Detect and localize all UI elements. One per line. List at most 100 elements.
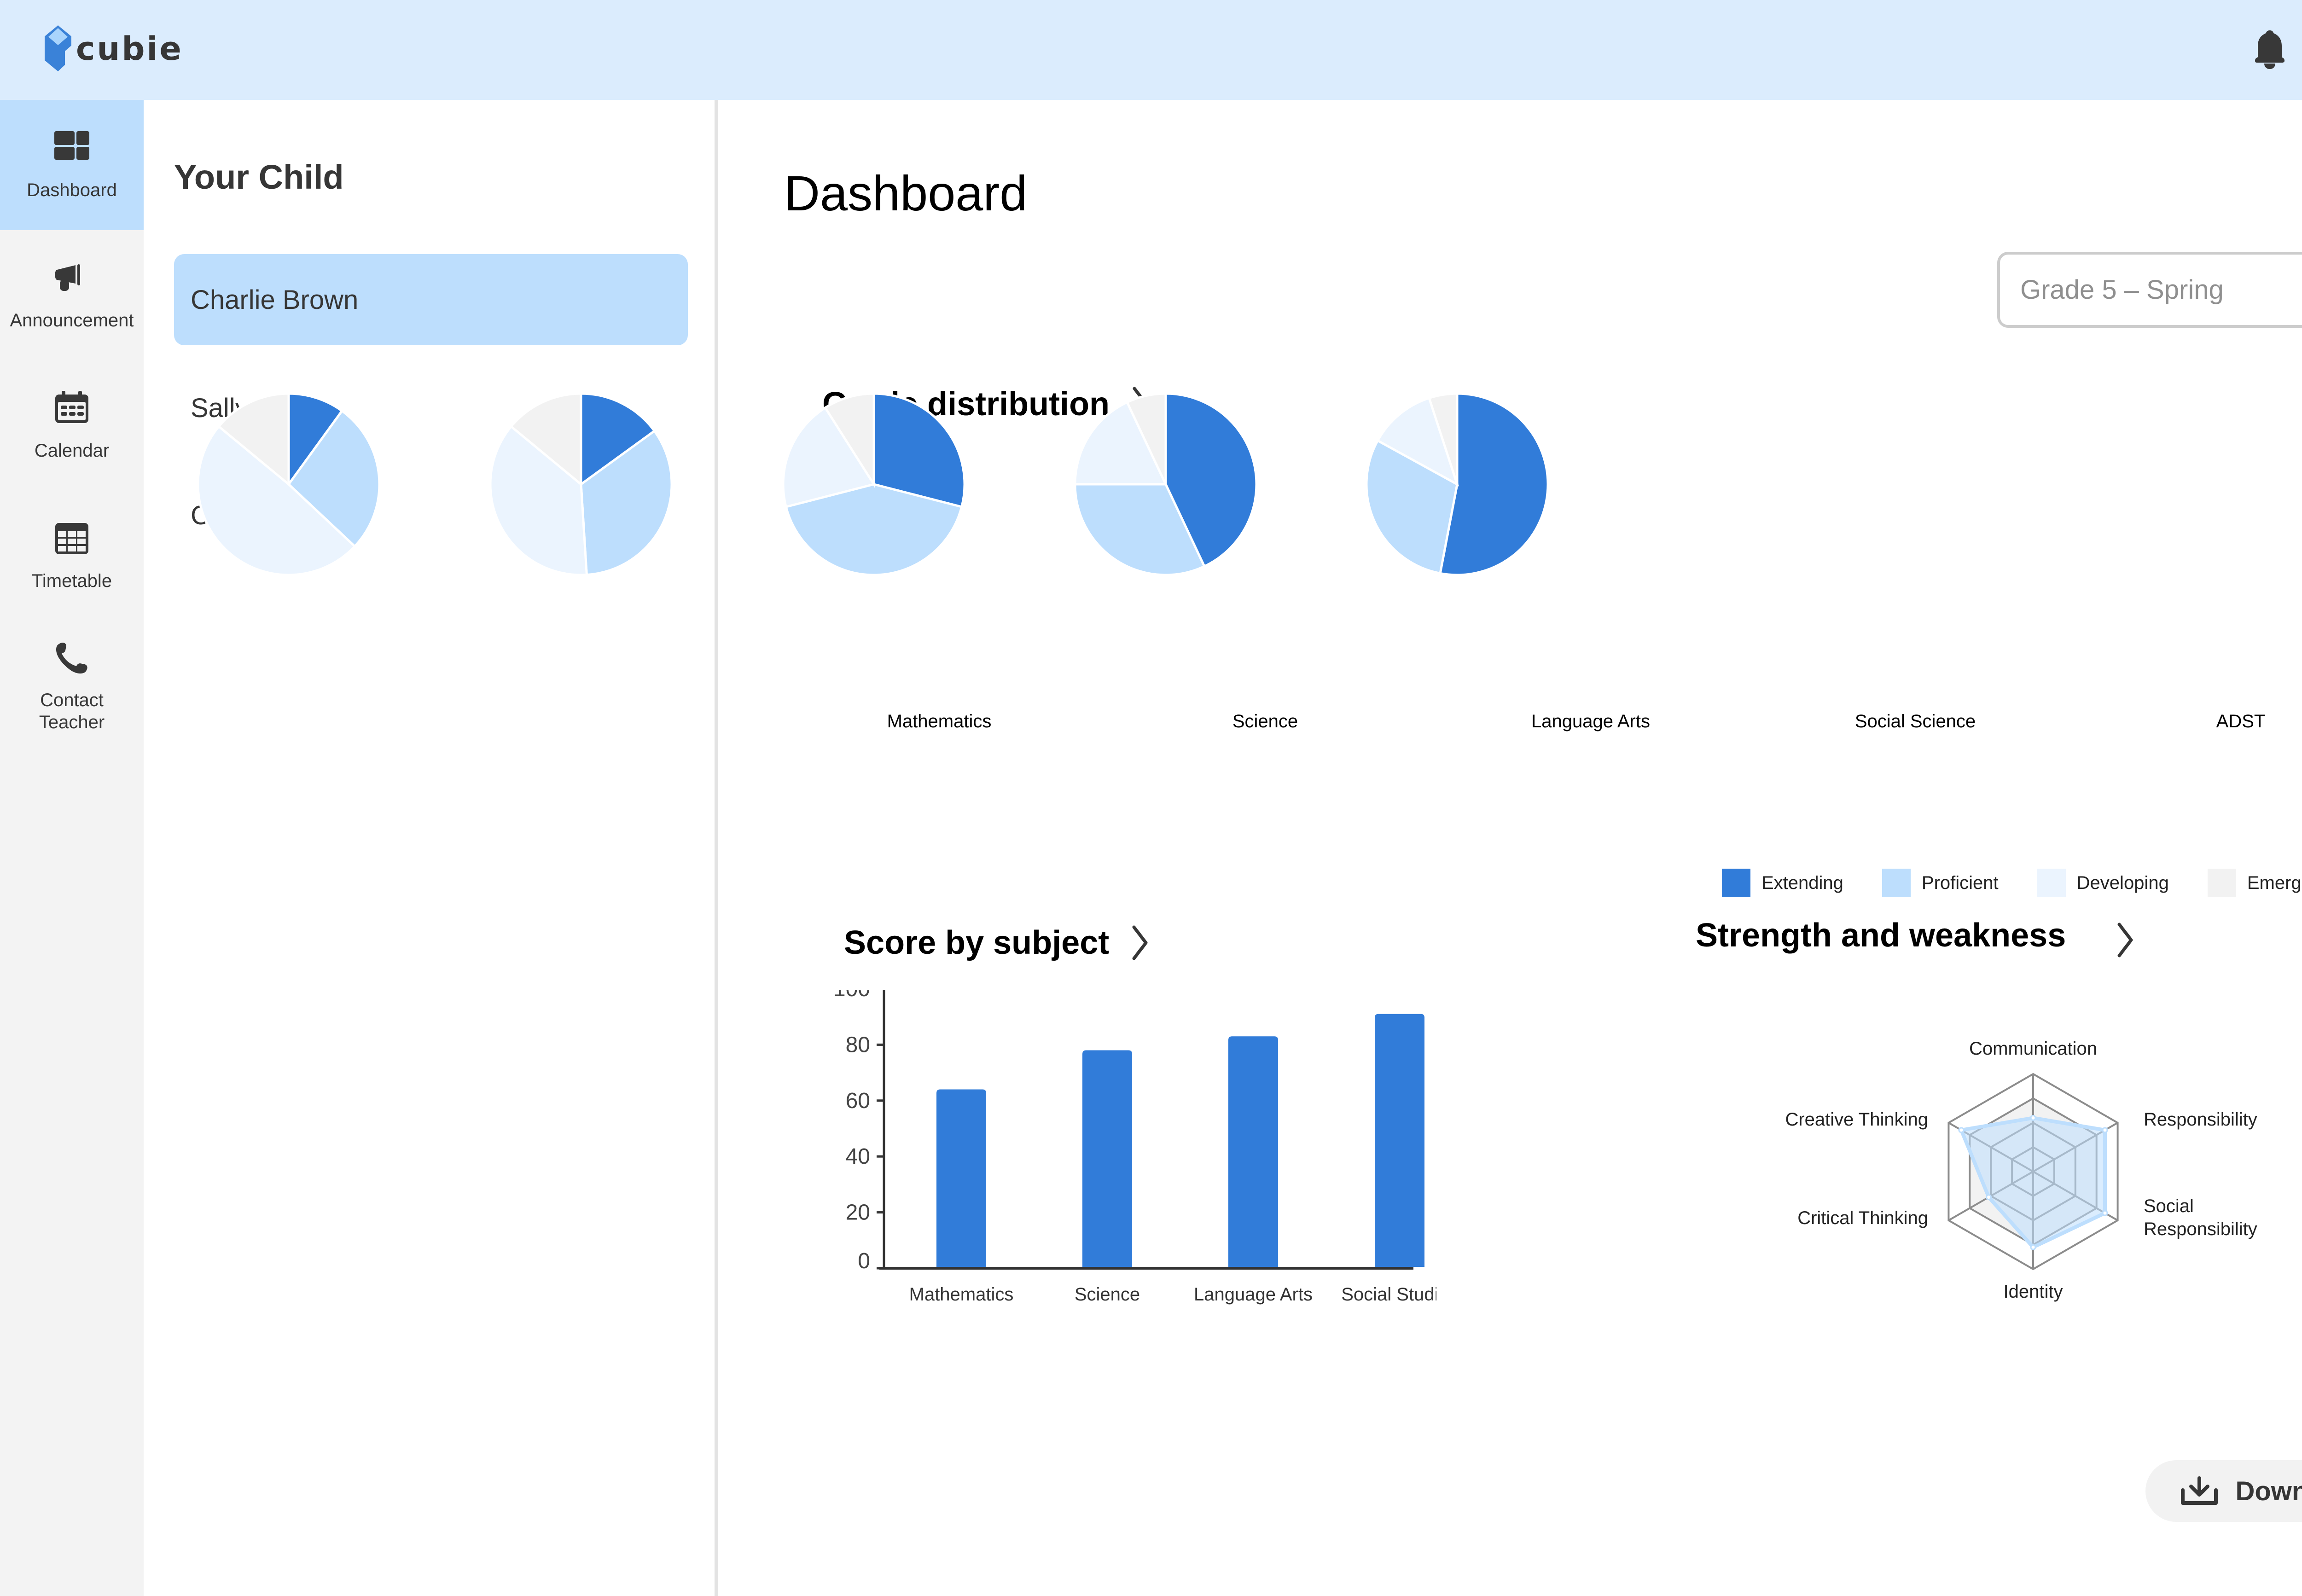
download-label: Download: [2235, 1476, 2302, 1506]
legend-label: Emerging: [2247, 872, 2302, 893]
radar-point: [2030, 1114, 2036, 1121]
bar: [936, 1089, 986, 1267]
x-tick-label: Language Arts: [1194, 1284, 1313, 1305]
sidebar-item-calendar[interactable]: Calendar: [0, 360, 144, 491]
y-tick-label: 0: [858, 1249, 870, 1273]
radar-point: [1986, 1194, 1992, 1201]
legend-item-extending: Extending: [1722, 869, 1843, 897]
sidebar-item-announcement[interactable]: Announcement: [0, 230, 144, 360]
pie-mathematics: [197, 392, 381, 576]
timetable-icon: [55, 522, 88, 554]
pie-slice: [872, 392, 966, 509]
sidebar-item-contact-teacher[interactable]: Contact Teacher: [0, 621, 144, 751]
pie-slice: [785, 483, 963, 576]
main-content: Dashboard Grade 5 – Spring Grade distrib…: [197, 100, 2302, 1596]
pie-slice: [1164, 392, 1258, 568]
phone-icon: [56, 642, 87, 673]
term-select[interactable]: Grade 5 – Spring: [1997, 252, 2302, 328]
sidebar-item-label: Announcement: [10, 310, 134, 331]
pie-slice: [287, 392, 344, 488]
grade-legend: Extending Proficient Developing Emerging: [1722, 869, 2302, 897]
score-bar-chart: 0 20 40 60 80 100 Mathematics Science Language A…: [833, 990, 1436, 1305]
pie-slice: [580, 429, 673, 576]
radar-axis-label: Critical Thinking: [1797, 1208, 1928, 1228]
radar-axis-label: Creative Thinking: [1785, 1109, 1928, 1130]
sidebar-nav: Dashboard Announcement Calendar: [0, 100, 144, 1596]
pie-label: Science: [1232, 711, 1298, 731]
legend-swatch: [2207, 869, 2236, 897]
pie-slice: [782, 406, 876, 509]
top-bar: cubie: [0, 0, 2302, 100]
radar-point: [2102, 1127, 2108, 1133]
pie-science: [489, 392, 673, 576]
download-icon: [2181, 1476, 2218, 1505]
pie-slice: [823, 392, 875, 488]
radar-axis-label: Identity: [2004, 1282, 2063, 1302]
children-panel-title: Your Child: [174, 158, 344, 196]
y-tick-label: 40: [846, 1144, 870, 1169]
score-by-subject-title: Score by subject: [844, 924, 1110, 961]
x-tick-label: Mathematics: [909, 1284, 1014, 1305]
sidebar-item-label: Calendar: [34, 440, 110, 461]
legend-swatch: [2037, 869, 2066, 897]
chevron-right-icon: [2117, 923, 2133, 958]
legend-swatch: [1722, 869, 1750, 897]
legend-item-proficient: Proficient: [1882, 869, 1999, 897]
sidebar-item-label: Contact Teacher: [39, 690, 105, 732]
sidebar-item-timetable[interactable]: Timetable: [0, 491, 144, 621]
term-select-value: Grade 5 – Spring: [2020, 275, 2224, 305]
pie-label: ADST: [2216, 711, 2266, 731]
child-item-charlie-brown[interactable]: Charlie Brown: [174, 254, 688, 345]
radar-axis-label: Communication: [1969, 1039, 2097, 1059]
y-tick-label: 60: [846, 1089, 870, 1113]
bar: [1375, 1014, 1424, 1267]
legend-item-developing: Developing: [2037, 869, 2169, 897]
pie-label: Mathematics: [887, 711, 992, 731]
sidebar-item-dashboard[interactable]: Dashboard: [0, 100, 144, 230]
strength-weakness-link[interactable]: Strength and weakness: [1696, 912, 2135, 958]
score-by-subject-link[interactable]: Score by subject: [844, 924, 1150, 962]
brand-logo[interactable]: cubie: [44, 25, 183, 72]
megaphone-icon: [55, 264, 80, 291]
pie-slice: [509, 392, 582, 487]
pie-slice: [217, 392, 290, 487]
pie-slice: [1074, 400, 1168, 486]
pie-adst: [1365, 392, 1549, 576]
y-tick-label: 80: [846, 1033, 870, 1057]
sidebar-item-label: Timetable: [31, 570, 112, 591]
page-title: Dashboard: [784, 165, 1028, 221]
pie-slice: [580, 392, 656, 487]
bell-icon[interactable]: [2251, 30, 2288, 69]
pie-language-arts: [782, 392, 966, 576]
pie-slice: [1376, 396, 1459, 487]
legend-swatch: [1882, 869, 1911, 897]
x-tick-label: Social Studies: [1341, 1284, 1436, 1305]
legend-item-emerging: Emerging: [2207, 869, 2302, 897]
radar-point: [2030, 1244, 2036, 1250]
pie-slice: [1427, 392, 1459, 485]
children-panel: Your Child Charlie Brown Sally Brown Chr…: [144, 100, 718, 1596]
radar-point: [2102, 1210, 2108, 1216]
radar-axis-label: Social Responsibility: [2144, 1196, 2257, 1239]
x-tick-label: Science: [1075, 1284, 1140, 1305]
cube-logo-icon: [45, 25, 71, 71]
strength-radar-chart: Communication Responsibility Social Respons…: [1785, 1039, 2257, 1302]
pie-label: Social Science: [1854, 711, 1976, 731]
pie-slice: [1439, 392, 1549, 576]
radar-axis-label: Responsibility: [2144, 1109, 2257, 1130]
strength-weakness-title: Strength and weakness: [1696, 917, 2066, 954]
radar-point: [1958, 1127, 1965, 1133]
download-button[interactable]: Download: [2145, 1460, 2302, 1522]
pie-slice: [1365, 439, 1459, 575]
legend-label: Developing: [2076, 872, 2169, 893]
legend-label: Proficient: [1921, 872, 1999, 893]
pie-slice: [1074, 483, 1206, 576]
y-tick-label: 100: [833, 990, 870, 1001]
legend-label: Extending: [1761, 872, 1843, 893]
bar: [1082, 1050, 1132, 1267]
bar: [1228, 1036, 1278, 1267]
sidebar-item-label: Dashboard: [27, 180, 117, 200]
pie-slice: [1125, 392, 1167, 485]
calendar-icon: [55, 390, 88, 423]
y-tick-label: 20: [846, 1201, 870, 1225]
